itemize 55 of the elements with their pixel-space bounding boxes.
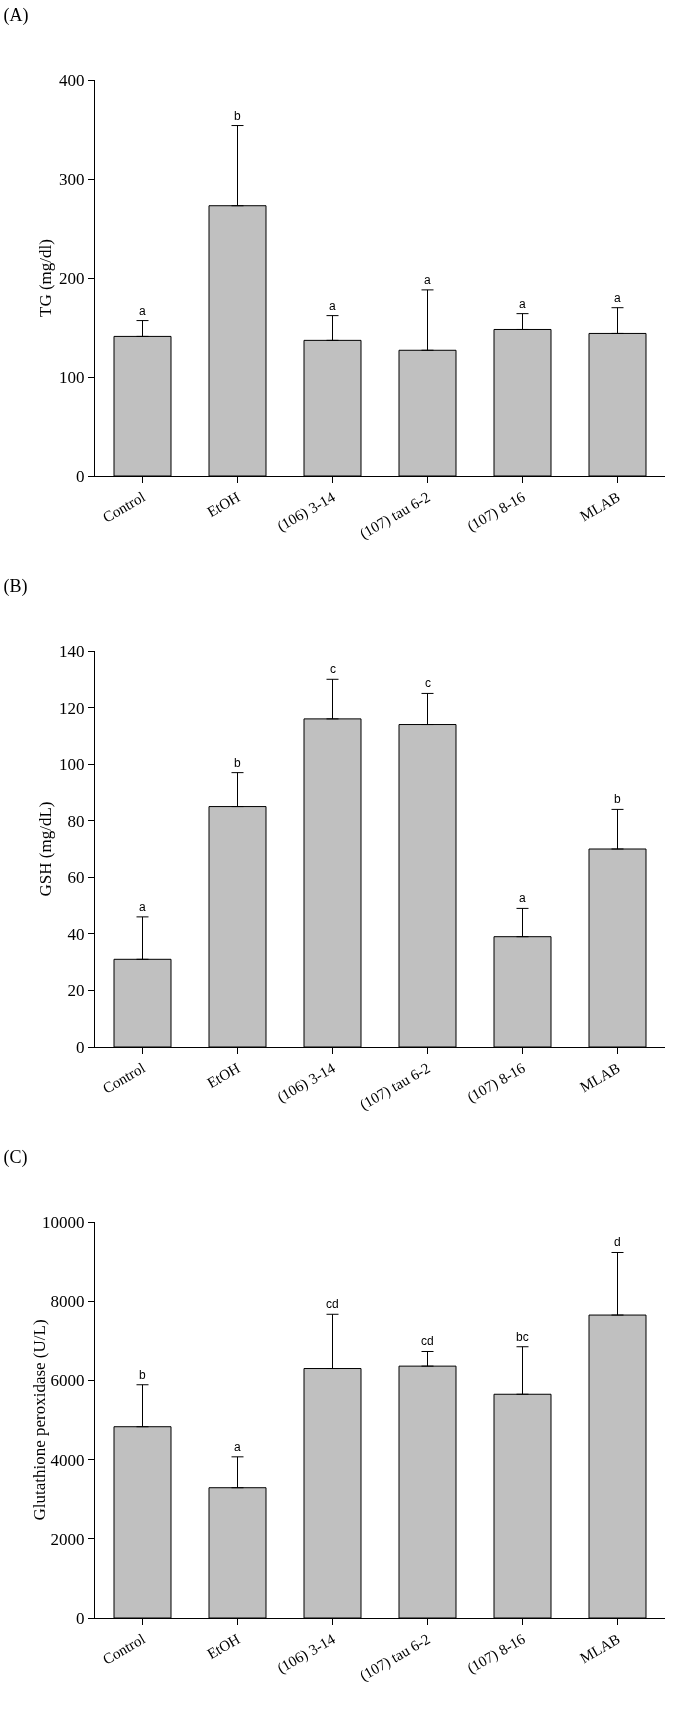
annotation: a <box>519 891 526 905</box>
annotation: c <box>330 662 336 676</box>
annotation: a <box>139 900 146 914</box>
x-tick-label: EtOH <box>204 488 243 521</box>
y-tick-label: 120 <box>59 698 85 718</box>
y-axis-title: TG (mg/dl) <box>36 239 55 317</box>
x-tick-label: (107) 8-16 <box>464 488 529 536</box>
annotation: b <box>614 792 621 806</box>
annotation: a <box>329 299 336 313</box>
annotation: a <box>234 1440 241 1454</box>
chart-title: (B) <box>3 576 28 598</box>
y-tick-label: 0 <box>76 1608 85 1628</box>
y-tick-label: 200 <box>59 268 85 288</box>
y-tick-label: 40 <box>67 924 85 944</box>
y-tick-label: 300 <box>59 169 85 189</box>
chart-title: (A) <box>3 5 29 27</box>
x-tick-label: EtOH <box>204 1059 243 1092</box>
y-axis-title: GSH (mg/dL) <box>36 801 55 897</box>
y-tick-label: 10000 <box>42 1212 85 1232</box>
annotation: b <box>234 109 241 123</box>
y-tick-label: 140 <box>59 641 85 661</box>
annotation: bc <box>516 1330 529 1344</box>
x-tick-label: (106) 3-14 <box>274 1059 339 1107</box>
chart-title: (C) <box>3 1147 28 1169</box>
y-tick-label: 2000 <box>50 1529 85 1549</box>
y-tick-label: 8000 <box>50 1292 85 1312</box>
annotation: b <box>139 1368 146 1382</box>
y-tick-label: 100 <box>59 755 85 775</box>
annotation: a <box>139 304 146 318</box>
x-tick-label: (107) 8-16 <box>464 1059 529 1107</box>
annotation: c <box>425 676 431 690</box>
y-tick-label: 20 <box>67 981 85 1001</box>
y-tick-label: 80 <box>67 811 85 831</box>
annotation: cd <box>421 1334 434 1348</box>
x-tick-label: (107) tau 6-2 <box>356 488 434 543</box>
x-tick-label: EtOH <box>204 1630 243 1663</box>
annotation: d <box>614 1235 621 1249</box>
y-axis-title: Glutathione peroxidase (U/L) <box>29 1319 49 1521</box>
annotation: a <box>614 291 621 305</box>
y-tick-label: 100 <box>59 367 85 387</box>
y-tick-label: 0 <box>76 1037 85 1057</box>
x-tick-label: (106) 3-14 <box>274 1630 339 1678</box>
annotation: cd <box>326 1297 339 1311</box>
x-tick-label: (107) tau 6-2 <box>356 1630 434 1685</box>
y-tick-label: 4000 <box>50 1450 85 1470</box>
y-tick-label: 60 <box>67 868 85 888</box>
y-tick-label: 0 <box>76 466 85 486</box>
annotation: a <box>519 297 526 311</box>
y-tick-label: 6000 <box>50 1371 85 1391</box>
annotation: b <box>234 756 241 770</box>
y-tick-label: 400 <box>59 70 85 90</box>
annotation: a <box>424 273 431 287</box>
x-tick-label: (107) 8-16 <box>464 1630 529 1678</box>
x-tick-label: (106) 3-14 <box>274 488 339 536</box>
x-tick-label: (107) tau 6-2 <box>356 1059 434 1114</box>
